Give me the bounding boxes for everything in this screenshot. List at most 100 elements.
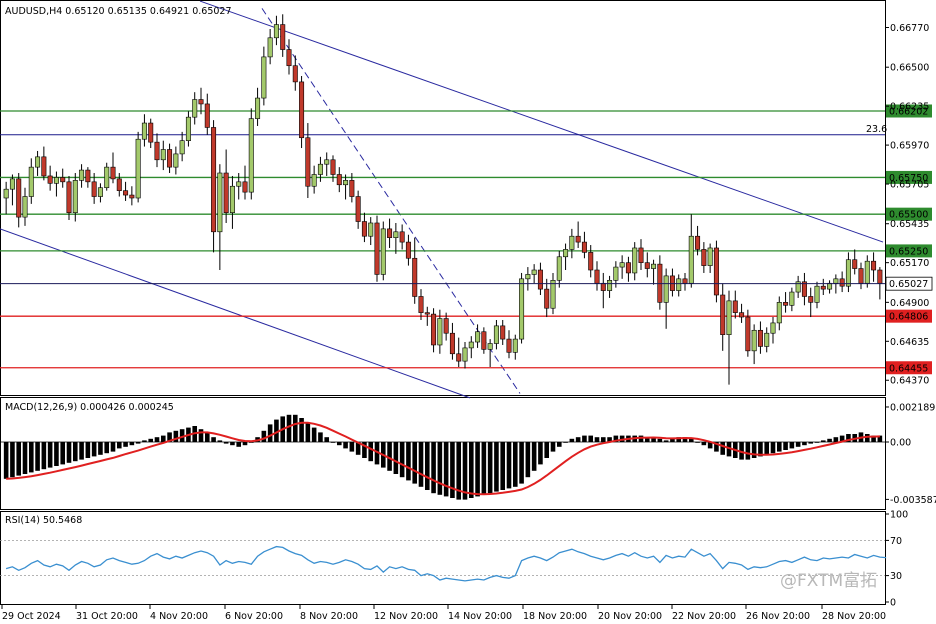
macd-bar xyxy=(638,435,644,442)
macd-bar xyxy=(142,440,147,442)
price-tick-label: 0.65970 xyxy=(890,141,929,152)
candle-bear xyxy=(801,281,807,297)
price-tick-label: 0.66770 xyxy=(890,23,929,34)
candle xyxy=(808,287,814,318)
candle-bear xyxy=(701,249,707,266)
candle xyxy=(343,174,349,200)
candle-bull xyxy=(79,169,85,181)
macd-bar xyxy=(349,442,355,452)
candle-bear xyxy=(299,81,305,139)
candle-bull xyxy=(531,269,537,275)
macd-bar xyxy=(160,435,166,442)
candle-bear xyxy=(336,174,342,186)
candle-bear xyxy=(129,194,135,199)
macd-bar xyxy=(116,442,122,449)
macd-pane-title: MACD(12,26,9) 0.000426 0.000245 xyxy=(5,402,174,413)
time-tick-label: 14 Nov 20:00 xyxy=(448,611,512,622)
macd-bar xyxy=(242,442,248,446)
candle-bull xyxy=(160,149,166,161)
macd-bar xyxy=(374,442,380,465)
candle-bull xyxy=(393,231,399,238)
candle xyxy=(167,143,173,174)
candle xyxy=(374,215,380,282)
macd-bar xyxy=(839,435,845,442)
macd-bar xyxy=(355,442,361,455)
macd-bar xyxy=(368,442,374,462)
candle-bear xyxy=(745,316,751,352)
candle xyxy=(424,306,430,326)
macd-bar xyxy=(217,440,223,442)
level-tag xyxy=(886,104,932,118)
candle xyxy=(468,336,474,359)
candle-bull xyxy=(814,285,820,303)
candle-bear xyxy=(116,178,122,191)
macd-bar xyxy=(575,437,581,442)
candle-bull xyxy=(3,188,9,199)
candle-bear xyxy=(167,149,173,168)
macd-bar xyxy=(311,427,317,442)
macd-bar xyxy=(827,438,832,442)
candle-bull xyxy=(688,235,694,284)
candle-bull xyxy=(135,138,141,199)
macd-bar xyxy=(431,442,436,494)
candle xyxy=(324,152,330,176)
candle xyxy=(720,283,726,351)
macd-bar xyxy=(110,442,116,452)
candle xyxy=(66,175,72,221)
candle-bear xyxy=(575,235,581,243)
price-plot[interactable]: 23.6 xyxy=(0,0,887,399)
candle xyxy=(217,164,223,271)
candle-bull xyxy=(607,280,613,291)
rsi-plot[interactable] xyxy=(0,540,887,582)
candle xyxy=(242,165,248,200)
candle xyxy=(311,165,317,194)
candle xyxy=(317,156,323,182)
macd-bar xyxy=(481,442,487,495)
candle-bear xyxy=(720,294,726,335)
level-tag-label: 0.65750 xyxy=(889,173,928,184)
candle-bear xyxy=(242,181,248,193)
candle xyxy=(173,146,179,175)
candle-bull xyxy=(248,118,254,193)
time-tick-label: 12 Nov 20:00 xyxy=(374,611,438,622)
macd-bar xyxy=(443,442,449,497)
candle-bear xyxy=(757,329,763,347)
candle-bull xyxy=(343,180,349,186)
candle xyxy=(35,150,41,176)
candle xyxy=(695,225,701,256)
candle-bear xyxy=(349,180,355,197)
candle-bull xyxy=(273,24,279,39)
candle xyxy=(393,222,399,254)
candle xyxy=(261,46,267,106)
macd-bar xyxy=(299,418,304,442)
candle xyxy=(757,321,763,354)
candle-bear xyxy=(211,127,217,233)
macd-bar xyxy=(556,442,562,447)
candle xyxy=(732,290,738,319)
candle xyxy=(525,267,531,291)
macd-bar xyxy=(16,442,22,476)
channel-upper-line xyxy=(199,0,884,243)
macd-bar xyxy=(789,442,795,449)
macd-bar xyxy=(707,442,713,449)
candle xyxy=(449,322,455,360)
candle-bear xyxy=(783,302,789,306)
macd-bar xyxy=(770,442,776,454)
candle-bull xyxy=(22,196,28,218)
macd-bar xyxy=(362,442,367,458)
macd-bar xyxy=(198,429,204,442)
candle-bear xyxy=(110,166,116,180)
candle xyxy=(22,187,28,226)
candle-bear xyxy=(91,181,97,197)
candle-bear xyxy=(286,49,292,67)
candle xyxy=(405,234,411,266)
macd-plot[interactable] xyxy=(0,414,885,500)
candle xyxy=(160,140,166,171)
candle-bear xyxy=(424,312,430,315)
candle-bear xyxy=(154,141,160,161)
macd-bar xyxy=(544,442,550,458)
candle xyxy=(569,228,575,259)
candle xyxy=(713,240,719,303)
macd-bar xyxy=(230,442,235,446)
candle xyxy=(292,55,298,91)
